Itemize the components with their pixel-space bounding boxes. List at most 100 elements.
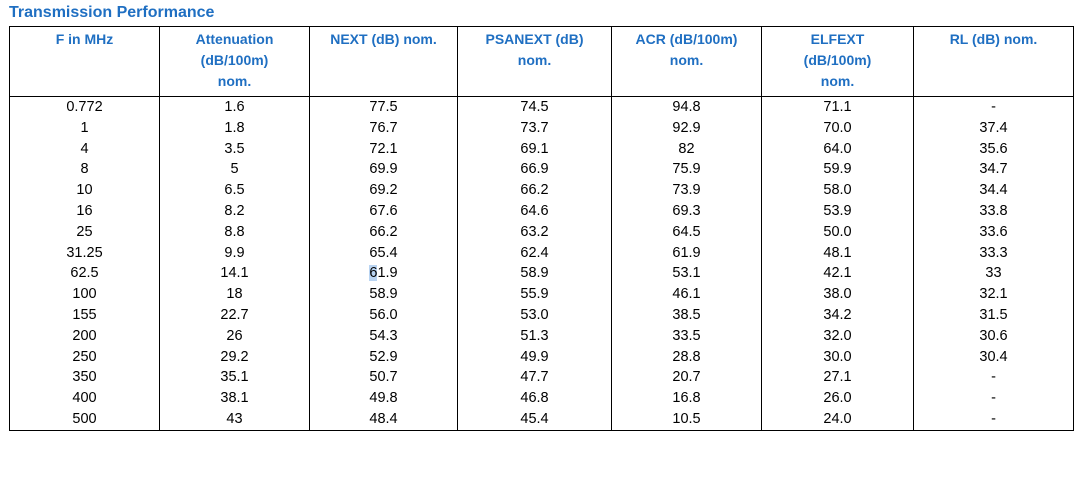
header-line: ACR (dB/100m) [635, 31, 738, 47]
cell-attenuation: 8.2 [159, 200, 310, 222]
cell-acr: 69.3 [611, 200, 762, 222]
page-title: Transmission Performance [9, 4, 215, 21]
cell-attenuation: 1.6 [159, 96, 310, 118]
cell-rl: 31.5 [913, 304, 1074, 326]
header-line: Attenuation [195, 31, 274, 47]
cell-elfext: 59.9 [761, 159, 914, 181]
column-header-next: NEXT (dB) nom. [309, 26, 458, 97]
cell-acr: 33.5 [611, 325, 762, 347]
cell-rl: - [913, 367, 1074, 389]
table-body: 0.772 1.6 77.5 74.5 94.8 71.1-1 1.8 76.7 73.7 92.… [9, 96, 1074, 431]
table-row: 250 29.2 52.9 49.9 28.8 30.0 30.4 [9, 346, 1074, 368]
header-line: (dB/100m) [200, 52, 269, 68]
column-header-psanext: PSANEXT (dB) nom. [457, 26, 612, 97]
cell-rl: 32.1 [913, 284, 1074, 305]
cell-acr: 16.8 [611, 388, 762, 409]
cell-psanext: 69.1 [457, 138, 612, 160]
table-row: 350 35.1 50.7 47.7 20.7 27.1- [9, 367, 1074, 389]
table-row: 200 26 54.3 51.3 33.5 32.0 30.6 [9, 325, 1074, 347]
cell-frequency: 200 [9, 325, 160, 347]
cell-next: 56.0 [309, 304, 458, 326]
header-line: RL (dB) nom. [949, 31, 1038, 47]
cell-attenuation: 29.2 [159, 346, 310, 368]
cell-next: 58.9 [309, 284, 458, 305]
cell-next: 54.3 [309, 325, 458, 347]
cell-psanext: 47.7 [457, 367, 612, 389]
cell-frequency: 350 [9, 367, 160, 389]
cell-psanext: 62.4 [457, 242, 612, 264]
cell-attenuation: 8.8 [159, 221, 310, 243]
cell-rl: 35.6 [913, 138, 1074, 160]
cell-elfext: 71.1 [761, 96, 914, 118]
table-row: 155 22.7 56.0 53.0 38.5 34.2 31.5 [9, 304, 1074, 326]
cell-attenuation: 22.7 [159, 304, 310, 326]
cell-acr: 61.9 [611, 242, 762, 264]
cell-next: 52.9 [309, 346, 458, 368]
cell-rl: - [913, 388, 1074, 409]
cell-next: 66.2 [309, 221, 458, 243]
cell-rl: - [913, 408, 1074, 431]
text-selection-highlight: 6 [369, 265, 378, 282]
cell-acr: 28.8 [611, 346, 762, 368]
cell-next: 48.4 [309, 408, 458, 431]
cell-rl: 37.4 [913, 117, 1074, 139]
table-row: 400 38.1 49.8 46.8 16.8 26.0- [9, 388, 1074, 409]
cell-acr: 46.1 [611, 284, 762, 305]
cell-next: 69.9 [309, 159, 458, 181]
cell-frequency: 155 [9, 304, 160, 326]
cell-psanext: 73.7 [457, 117, 612, 139]
cell-attenuation: 6.5 [159, 180, 310, 201]
cell-psanext: 58.9 [457, 263, 612, 285]
cell-acr: 10.5 [611, 408, 762, 431]
cell-frequency: 1 [9, 117, 160, 139]
cell-elfext: 24.0 [761, 408, 914, 431]
cell-acr: 94.8 [611, 96, 762, 118]
cell-psanext: 49.9 [457, 346, 612, 368]
cell-acr: 75.9 [611, 159, 762, 181]
table-row: 10 6.5 69.2 66.2 73.9 58.0 34.4 [9, 180, 1074, 201]
cell-acr: 73.9 [611, 180, 762, 201]
cell-psanext: 45.4 [457, 408, 612, 431]
cell-elfext: 32.0 [761, 325, 914, 347]
cell-rl: 30.4 [913, 346, 1074, 368]
cell-next: 76.7 [309, 117, 458, 139]
table-row: 31.25 9.9 65.4 62.4 61.9 48.1 33.3 [9, 242, 1074, 264]
cell-text-rest: 1.9 [377, 265, 398, 282]
cell-elfext: 42.1 [761, 263, 914, 285]
cell-psanext: 74.5 [457, 96, 612, 118]
cell-psanext: 46.8 [457, 388, 612, 409]
cell-attenuation: 3.5 [159, 138, 310, 160]
cell-elfext: 30.0 [761, 346, 914, 368]
cell-next: 65.4 [309, 242, 458, 264]
header-line: nom. [517, 52, 552, 68]
header-line: nom. [217, 73, 252, 89]
cell-acr: 64.5 [611, 221, 762, 243]
table-row: 0.772 1.6 77.5 74.5 94.8 71.1- [9, 96, 1074, 118]
cell-psanext: 55.9 [457, 284, 612, 305]
column-header-frequency: F in MHz [9, 26, 160, 97]
cell-attenuation: 38.1 [159, 388, 310, 409]
cell-acr: 92.9 [611, 117, 762, 139]
cell-psanext: 64.6 [457, 200, 612, 222]
column-header-rl: RL (dB) nom. [913, 26, 1074, 97]
cell-attenuation: 9.9 [159, 242, 310, 264]
table-row: 8 5 69.9 66.9 75.9 59.9 34.7 [9, 159, 1074, 181]
column-header-acr: ACR (dB/100m) nom. [611, 26, 762, 97]
cell-elfext: 48.1 [761, 242, 914, 264]
cell-frequency: 500 [9, 408, 160, 431]
cell-frequency: 10 [9, 180, 160, 201]
cell-psanext: 53.0 [457, 304, 612, 326]
cell-frequency: 8 [9, 159, 160, 181]
cell-attenuation: 35.1 [159, 367, 310, 389]
cell-frequency: 0.772 [9, 96, 160, 118]
cell-attenuation: 43 [159, 408, 310, 431]
cell-acr: 38.5 [611, 304, 762, 326]
cell-elfext: 27.1 [761, 367, 914, 389]
cell-frequency: 100 [9, 284, 160, 305]
cell-next: 61.9 [309, 263, 458, 285]
column-header-elfext: ELFEXT (dB/100m) nom. [761, 26, 914, 97]
cell-frequency: 25 [9, 221, 160, 243]
cell-next: 72.1 [309, 138, 458, 160]
cell-next: 77.5 [309, 96, 458, 118]
table-row: 16 8.2 67.6 64.6 69.3 53.9 33.8 [9, 200, 1074, 222]
